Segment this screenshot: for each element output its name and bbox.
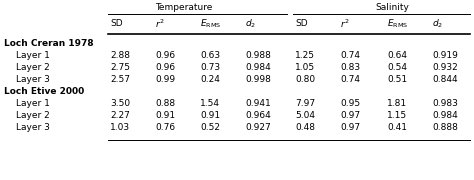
Text: 5.04: 5.04 (295, 111, 315, 120)
Text: 0.76: 0.76 (155, 123, 175, 132)
Text: $d_2$: $d_2$ (432, 18, 443, 30)
Text: 0.96: 0.96 (155, 64, 175, 73)
Text: 0.80: 0.80 (295, 75, 315, 84)
Text: 0.983: 0.983 (432, 100, 458, 109)
Text: 0.99: 0.99 (155, 75, 175, 84)
Text: 1.25: 1.25 (295, 51, 315, 60)
Text: 1.15: 1.15 (387, 111, 407, 120)
Text: 0.73: 0.73 (200, 64, 220, 73)
Text: 0.24: 0.24 (200, 75, 220, 84)
Text: 0.964: 0.964 (245, 111, 271, 120)
Text: 3.50: 3.50 (110, 100, 130, 109)
Text: 2.57: 2.57 (110, 75, 130, 84)
Text: 0.888: 0.888 (432, 123, 458, 132)
Text: 0.88: 0.88 (155, 100, 175, 109)
Text: 0.96: 0.96 (155, 51, 175, 60)
Text: $E_{\rm RMS}$: $E_{\rm RMS}$ (200, 18, 221, 30)
Text: Layer 3: Layer 3 (16, 123, 50, 132)
Text: Loch Creran 1978: Loch Creran 1978 (4, 39, 94, 48)
Text: Layer 1: Layer 1 (16, 100, 50, 109)
Text: 1.05: 1.05 (295, 64, 315, 73)
Text: $r^2$: $r^2$ (340, 18, 350, 30)
Text: 0.41: 0.41 (387, 123, 407, 132)
Text: Salinity: Salinity (375, 3, 409, 12)
Text: 1.03: 1.03 (110, 123, 130, 132)
Text: 0.63: 0.63 (200, 51, 220, 60)
Text: 2.27: 2.27 (110, 111, 130, 120)
Text: 0.988: 0.988 (245, 51, 271, 60)
Text: Temperature: Temperature (155, 3, 212, 12)
Text: 0.74: 0.74 (340, 75, 360, 84)
Text: $d_2$: $d_2$ (245, 18, 256, 30)
Text: 0.91: 0.91 (200, 111, 220, 120)
Text: $E_{\rm RMS}$: $E_{\rm RMS}$ (387, 18, 408, 30)
Text: 0.83: 0.83 (340, 64, 360, 73)
Text: SD: SD (295, 19, 308, 28)
Text: 0.984: 0.984 (432, 111, 458, 120)
Text: Layer 2: Layer 2 (16, 111, 50, 120)
Text: 0.941: 0.941 (245, 100, 271, 109)
Text: 0.74: 0.74 (340, 51, 360, 60)
Text: 0.984: 0.984 (245, 64, 271, 73)
Text: Layer 3: Layer 3 (16, 75, 50, 84)
Text: 0.64: 0.64 (387, 51, 407, 60)
Text: $r^2$: $r^2$ (155, 18, 164, 30)
Text: 0.51: 0.51 (387, 75, 407, 84)
Text: 0.91: 0.91 (155, 111, 175, 120)
Text: 0.95: 0.95 (340, 100, 360, 109)
Text: 2.88: 2.88 (110, 51, 130, 60)
Text: 0.919: 0.919 (432, 51, 458, 60)
Text: 0.927: 0.927 (245, 123, 271, 132)
Text: 1.54: 1.54 (200, 100, 220, 109)
Text: 1.81: 1.81 (387, 100, 407, 109)
Text: 0.48: 0.48 (295, 123, 315, 132)
Text: 0.54: 0.54 (387, 64, 407, 73)
Text: 0.52: 0.52 (200, 123, 220, 132)
Text: 0.97: 0.97 (340, 123, 360, 132)
Text: 2.75: 2.75 (110, 64, 130, 73)
Text: Loch Etive 2000: Loch Etive 2000 (4, 87, 84, 96)
Text: 0.844: 0.844 (432, 75, 457, 84)
Text: 7.97: 7.97 (295, 100, 315, 109)
Text: Layer 2: Layer 2 (16, 64, 50, 73)
Text: SD: SD (110, 19, 123, 28)
Text: 0.97: 0.97 (340, 111, 360, 120)
Text: 0.932: 0.932 (432, 64, 458, 73)
Text: Layer 1: Layer 1 (16, 51, 50, 60)
Text: 0.998: 0.998 (245, 75, 271, 84)
